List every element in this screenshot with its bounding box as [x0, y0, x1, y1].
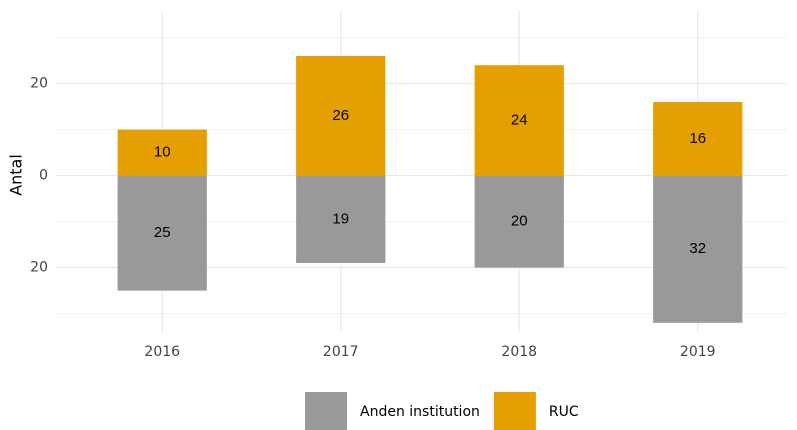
data-label: 16 — [689, 130, 706, 147]
x-tick-label: 2018 — [501, 344, 537, 360]
data-label: 10 — [154, 144, 171, 161]
bar — [653, 102, 743, 176]
bar — [296, 56, 386, 176]
legend-label: RUC — [549, 404, 579, 420]
data-label: 20 — [511, 213, 528, 230]
legend-swatch — [305, 392, 347, 430]
x-tick-label: 2016 — [144, 344, 180, 360]
bar — [117, 175, 207, 291]
bar — [296, 175, 386, 263]
data-label: 32 — [689, 240, 706, 257]
bar — [474, 175, 564, 268]
y-tick-label: 20 — [30, 76, 48, 92]
bar — [474, 65, 564, 176]
y-axis-label: Antal — [7, 154, 26, 196]
y-tick-label: 0 — [39, 168, 48, 184]
bar — [653, 175, 743, 323]
data-label: 24 — [511, 111, 528, 128]
bar — [117, 129, 207, 176]
data-label: 19 — [332, 210, 349, 227]
legend-label: Anden institution — [360, 404, 480, 420]
data-label: 25 — [154, 224, 171, 241]
y-tick-label: 20 — [30, 260, 48, 276]
legend-swatch — [493, 392, 536, 430]
x-tick-label: 2017 — [323, 344, 359, 360]
x-tick-label: 2019 — [680, 344, 716, 360]
data-label: 26 — [332, 107, 349, 124]
